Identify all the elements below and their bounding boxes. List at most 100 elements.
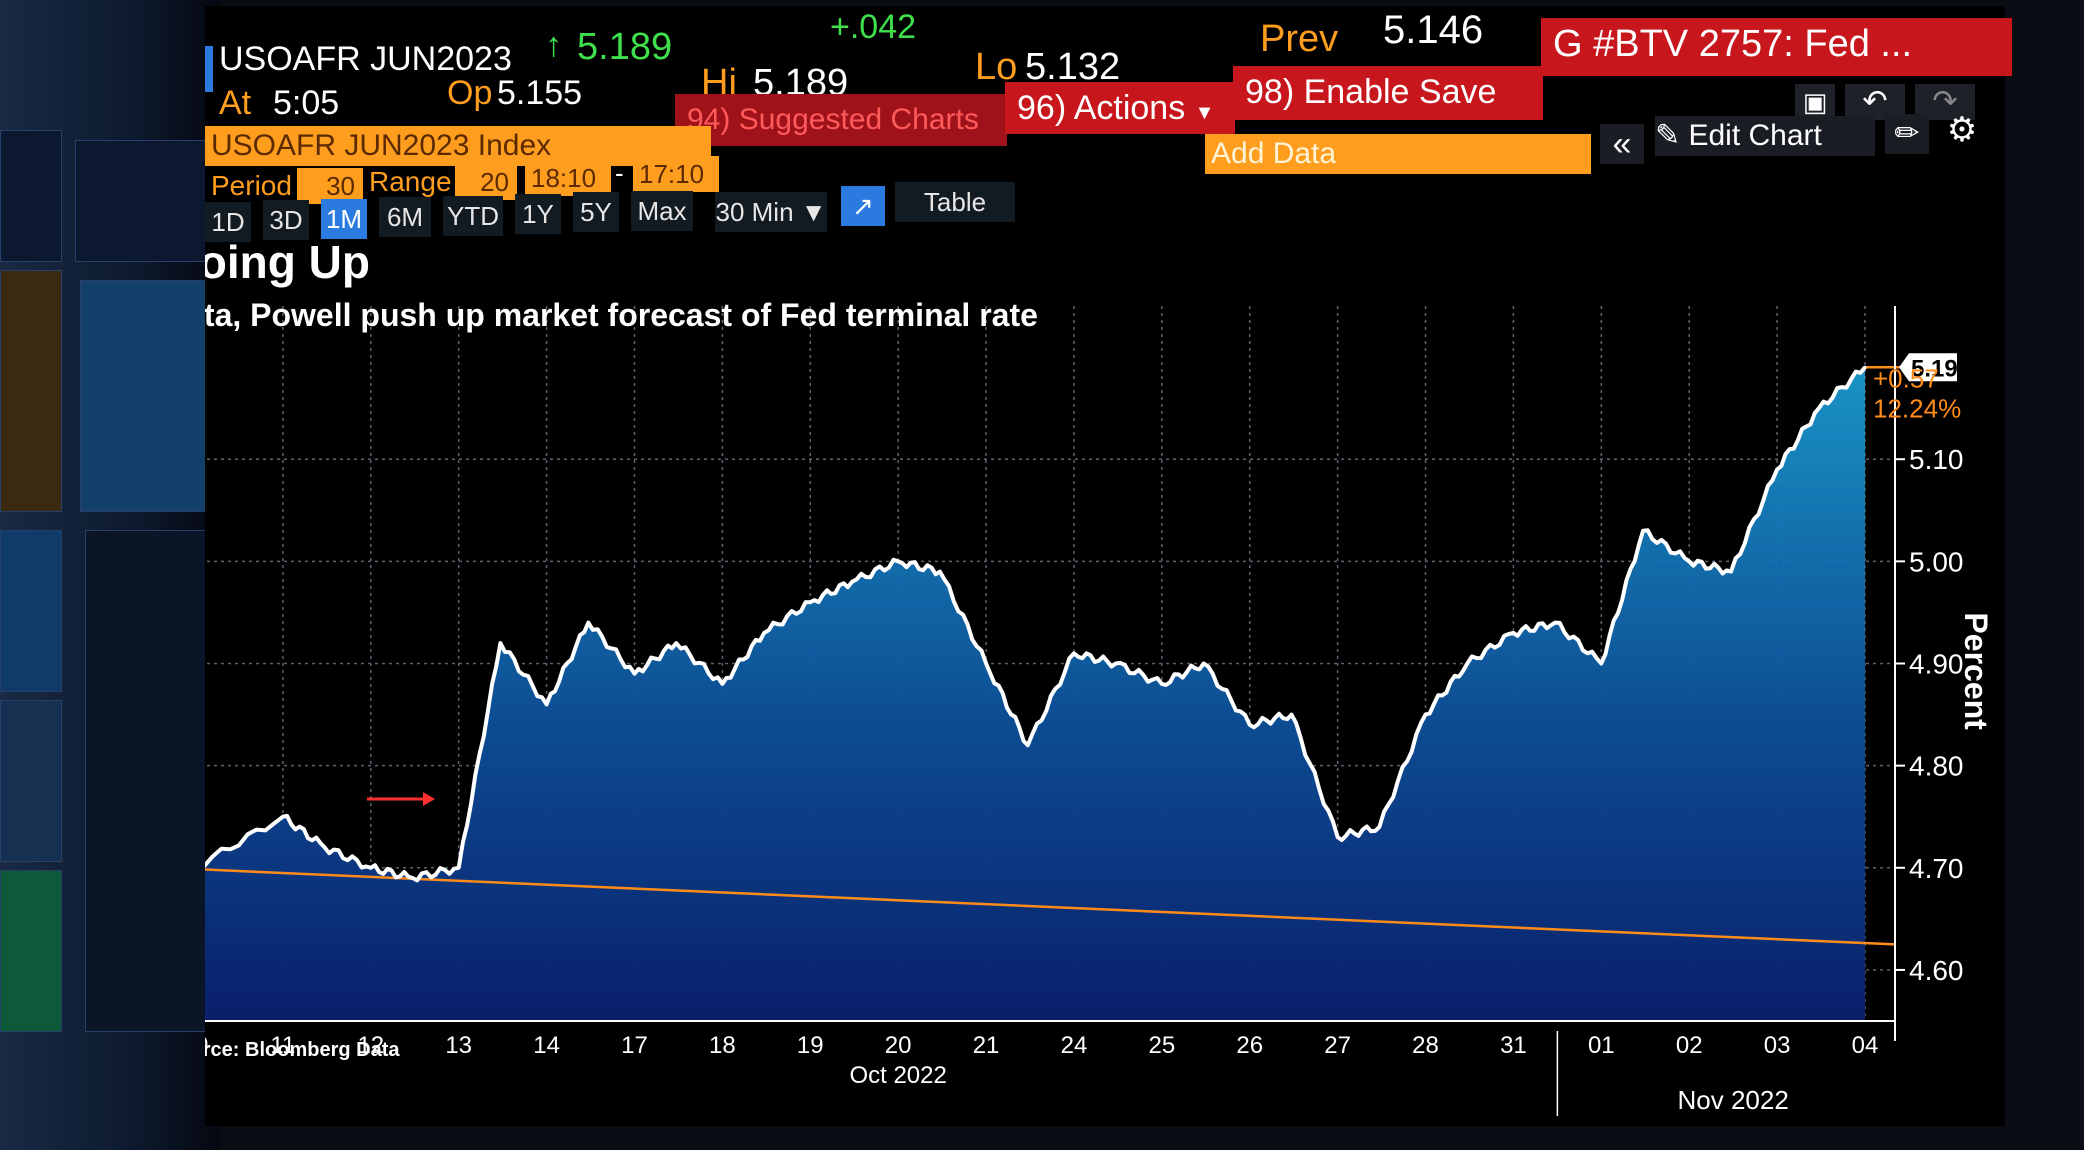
data-point <box>1072 651 1076 655</box>
range-button-3d[interactable]: 3D <box>263 200 309 241</box>
x-tick-label: 14 <box>533 1032 560 1059</box>
y-tick-label: 4.80 <box>1909 751 1964 782</box>
data-point <box>323 845 327 849</box>
data-point <box>938 570 942 574</box>
annotate-icon[interactable]: ✏ <box>1885 114 1929 154</box>
data-point <box>1377 825 1381 829</box>
data-point <box>1248 723 1252 727</box>
data-point <box>586 621 590 625</box>
time-separator: - <box>615 158 624 188</box>
prev-label: Prev <box>1260 18 1339 60</box>
range-button-1m[interactable]: 1M <box>321 198 367 239</box>
actions-menu[interactable]: 96) Actions ▼ <box>1005 82 1235 134</box>
x-tick-label: 24 <box>1061 1032 1088 1059</box>
chart-subtitle: Data, Powell push up market forecast of … <box>205 297 1038 333</box>
low-label: Lo <box>975 46 1018 88</box>
low-value: 5.132 <box>1025 46 1121 88</box>
x-tick-label: 10 <box>205 1032 208 1059</box>
time-value: 5:05 <box>273 84 340 122</box>
data-point <box>1511 631 1515 635</box>
y-axis-label: Percent <box>1958 612 1994 730</box>
data-point <box>1729 570 1733 574</box>
data-point <box>1114 662 1118 665</box>
last-price-arrow: ↑ <box>545 26 562 64</box>
x-tick-label: 13 <box>445 1032 472 1059</box>
x-tick-label: 26 <box>1236 1032 1263 1059</box>
background-panel <box>0 270 62 512</box>
data-point <box>1336 835 1340 839</box>
time-from-input[interactable]: 18:10 <box>525 160 611 196</box>
data-point <box>808 600 812 604</box>
actions-label: 96) Actions <box>1017 89 1186 127</box>
data-point <box>720 682 724 686</box>
x-tick-label: 03 <box>1764 1032 1791 1059</box>
last-value-box: 5.19 <box>1899 353 1958 382</box>
data-point <box>1599 662 1603 665</box>
background-panel <box>85 530 207 1032</box>
add-data-input[interactable]: Add Data <box>1205 134 1591 174</box>
x-tick-label: 02 <box>1676 1032 1703 1059</box>
x-tick-label: 11 <box>270 1032 295 1059</box>
caret-down-icon: ▼ <box>800 197 827 227</box>
time-to-input[interactable]: 17:10 <box>633 156 719 192</box>
x-axis: 10 11 12 13 14 17 18 19 20 21 24 25 26 27 28 31 01 02 03 04… <box>205 1020 1895 1116</box>
redo-icon[interactable]: ↷ <box>1915 84 1975 120</box>
change-absolute: +0.57 <box>1873 363 1939 393</box>
change-percent: 12.24% <box>1873 393 1961 423</box>
monitor-icon[interactable]: ▣ <box>1795 84 1835 120</box>
data-point <box>632 672 636 676</box>
range-button-max[interactable]: Max <box>631 190 693 231</box>
month-label: Nov 2022 <box>1678 1085 1789 1115</box>
data-point <box>457 866 461 870</box>
y-tick-label: 5.10 <box>1909 444 1964 475</box>
data-points <box>281 365 1867 880</box>
x-tick-label: 18 <box>709 1032 736 1059</box>
collapse-icon[interactable]: « <box>1600 124 1644 164</box>
ticker[interactable]: USOAFR JUN2023 <box>219 40 512 78</box>
y-tick-label: 4.90 <box>1909 649 1964 680</box>
chart-source: Source: Bloomberg Data <box>205 1039 400 1061</box>
x-tick-label: 19 <box>797 1032 824 1059</box>
data-point <box>1687 559 1691 563</box>
prev-value: 5.146 <box>1383 8 1484 52</box>
interval-label: 30 Min <box>715 197 794 227</box>
background-panel <box>75 140 207 262</box>
index-name[interactable]: USOAFR JUN2023 Index <box>205 126 711 166</box>
reference-line <box>205 868 1896 946</box>
background-panel <box>0 700 62 862</box>
data-point <box>1553 621 1557 625</box>
range-button-1y[interactable]: 1Y <box>515 194 561 234</box>
interval-select[interactable]: 30 Min ▼ <box>715 192 827 232</box>
x-tick-label: 27 <box>1324 1032 1351 1059</box>
table-button[interactable]: Table <box>895 182 1015 222</box>
data-point <box>1424 713 1428 717</box>
y-tick-label: 5.00 <box>1909 546 1964 577</box>
data-point <box>896 559 900 563</box>
x-tick-label: 31 <box>1500 1032 1527 1059</box>
suggested-charts-menu[interactable]: 94) Suggested Charts <box>675 94 1007 146</box>
y-axis: 4.60 4.70 4.80 4.90 5.00 5.10 <box>1894 306 1964 1041</box>
range-button-1d[interactable]: 1D <box>205 202 251 242</box>
data-point <box>984 662 988 665</box>
gear-icon[interactable]: ⚙ <box>1946 111 1978 149</box>
chevron-down-icon: ▼ <box>1194 102 1215 124</box>
data-point <box>369 866 373 870</box>
y-tick-label: 4.60 <box>1909 955 1964 986</box>
range-button-6m[interactable]: 6M <box>379 197 431 238</box>
range-button-5y[interactable]: 5Y <box>573 192 619 233</box>
range-button-ytd[interactable]: YTD <box>443 195 503 236</box>
enable-save-button[interactable]: 98) Enable Save <box>1233 66 1543 120</box>
ticker-marker <box>205 46 213 92</box>
pencil-icon: ✎ <box>1655 119 1681 152</box>
price-change: +.042 <box>830 8 917 46</box>
data-point <box>545 702 549 706</box>
undo-icon[interactable]: ↶ <box>1845 84 1905 120</box>
edit-chart-button[interactable]: ✎ Edit Chart <box>1655 116 1875 156</box>
line-chart-icon[interactable]: ↗ <box>841 186 885 226</box>
range-input[interactable]: 20 <box>455 164 517 200</box>
chart-title: Going Up <box>205 236 370 288</box>
period-input[interactable]: 30 <box>297 168 363 204</box>
data-point <box>1641 529 1645 533</box>
news-headline[interactable]: G #BTV 2757: Fed ... <box>1541 18 2012 76</box>
x-tick-label: 04 <box>1852 1032 1879 1059</box>
